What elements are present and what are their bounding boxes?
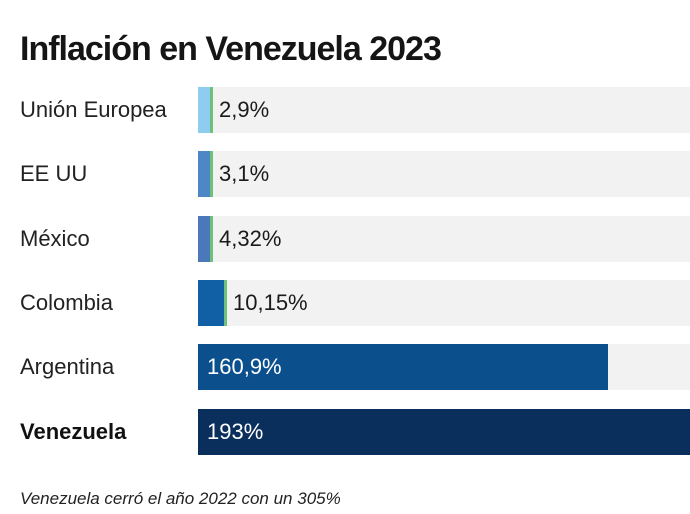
bar-edge-marker <box>210 87 213 133</box>
bar <box>198 216 210 262</box>
bar-row: Argentina 160,9% <box>0 344 690 390</box>
bar-track <box>198 87 690 133</box>
bar <box>198 409 690 455</box>
category-label: Venezuela <box>20 419 127 444</box>
bar-row: Venezuela 193% <box>0 409 690 455</box>
value-label: 160,9% <box>207 354 282 379</box>
bar <box>198 87 210 133</box>
value-label: 4,32% <box>219 226 282 251</box>
bar-row: Colombia 10,15% <box>0 280 690 326</box>
category-label: Argentina <box>20 354 115 379</box>
bar-edge-marker <box>210 216 213 262</box>
value-label: 193% <box>207 419 264 444</box>
category-label: Colombia <box>20 290 113 315</box>
value-label: 10,15% <box>233 290 308 315</box>
bar-row: EE UU 3,1% <box>0 151 690 197</box>
bar-row: México 4,32% <box>0 216 690 262</box>
bar-track <box>198 151 690 197</box>
chart-title: Inflación en Venezuela 2023 <box>20 30 442 68</box>
bar-edge-marker <box>224 280 227 326</box>
bar-row: Unión Europea 2,9% <box>0 87 690 133</box>
bar <box>198 151 210 197</box>
bar-edge-marker <box>210 151 213 197</box>
category-label: México <box>20 226 90 251</box>
value-label: 2,9% <box>219 97 270 122</box>
bar-track <box>198 216 690 262</box>
bar <box>198 280 224 326</box>
footnote: Venezuela cerró el año 2022 con un 305% <box>20 489 341 508</box>
bar <box>198 344 608 390</box>
category-label: Unión Europea <box>20 97 167 122</box>
value-label: 3,1% <box>219 161 270 186</box>
bar-track <box>198 280 690 326</box>
category-label: EE UU <box>20 161 88 186</box>
